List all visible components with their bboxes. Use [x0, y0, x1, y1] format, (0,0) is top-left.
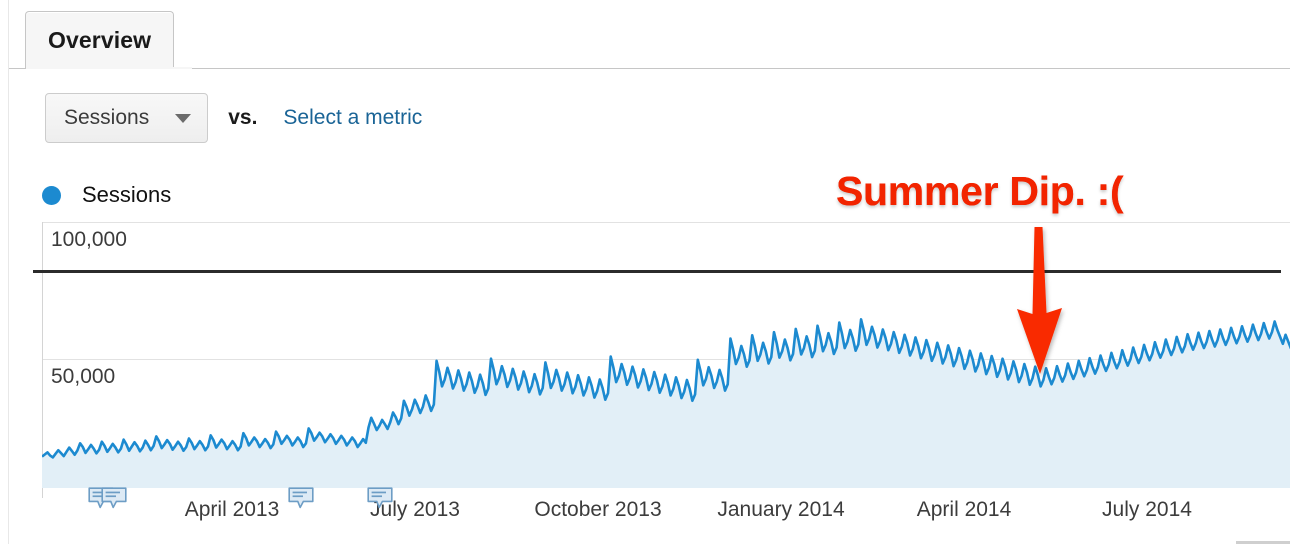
arrow-down-icon — [1004, 225, 1076, 377]
callout-text: Summer Dip. :( — [836, 168, 1124, 214]
x-axis-tick-label: April 2013 — [184, 498, 280, 521]
tab-active-indicator — [26, 67, 192, 69]
legend-dot-icon — [42, 185, 61, 205]
chart-area[interactable]: 100,000 50,000 — [9, 218, 1290, 498]
chart-legend: Sessions — [42, 182, 171, 208]
x-axis-labels: April 2013 July 2013 October 2013 January 2… — [9, 498, 1290, 536]
annotation-bubble-icon[interactable] — [101, 487, 127, 509]
callout-text-outline: Summer Dip. :( — [833, 166, 1126, 217]
bottom-panel-edge — [1236, 541, 1290, 544]
x-axis-tick-label: July 2013 — [370, 498, 460, 521]
x-axis-tick-label: April 2014 — [916, 498, 1012, 521]
x-axis-tick-label: July 2014 — [1102, 498, 1192, 521]
chevron-down-icon — [175, 113, 192, 123]
sessions-area-series — [42, 318, 1290, 488]
select-a-metric-link[interactable]: Select a metric — [283, 106, 423, 129]
tab-overview-label: Overview — [48, 27, 152, 53]
y-axis-tick-100000: 100,000 — [51, 228, 127, 251]
metric-dropdown[interactable]: Sessions — [45, 93, 209, 143]
panel-left-divider — [8, 0, 9, 544]
x-axis-tick-label: October 2013 — [534, 498, 662, 521]
vs-label: vs. — [228, 106, 258, 129]
legend-label-sessions: Sessions — [82, 182, 172, 207]
y-axis-tick-50000: 50,000 — [51, 365, 116, 388]
x-axis-tick-label: January 2014 — [717, 498, 845, 521]
plot-left-border — [42, 222, 43, 498]
annotation-bubble-icon[interactable] — [288, 487, 314, 509]
gridline-100000 — [42, 222, 1290, 223]
metric-selector-row: Sessions vs. Select a metric — [45, 93, 422, 143]
annotation-bubble-icon[interactable] — [367, 487, 393, 509]
x-axis-line — [33, 270, 1281, 273]
gridline-50000 — [42, 359, 1290, 360]
tab-overview[interactable]: Overview — [25, 11, 175, 69]
metric-dropdown-value: Sessions — [64, 106, 150, 129]
tab-bar-underline — [9, 68, 1290, 69]
tab-bar: Overview — [9, 0, 1290, 69]
